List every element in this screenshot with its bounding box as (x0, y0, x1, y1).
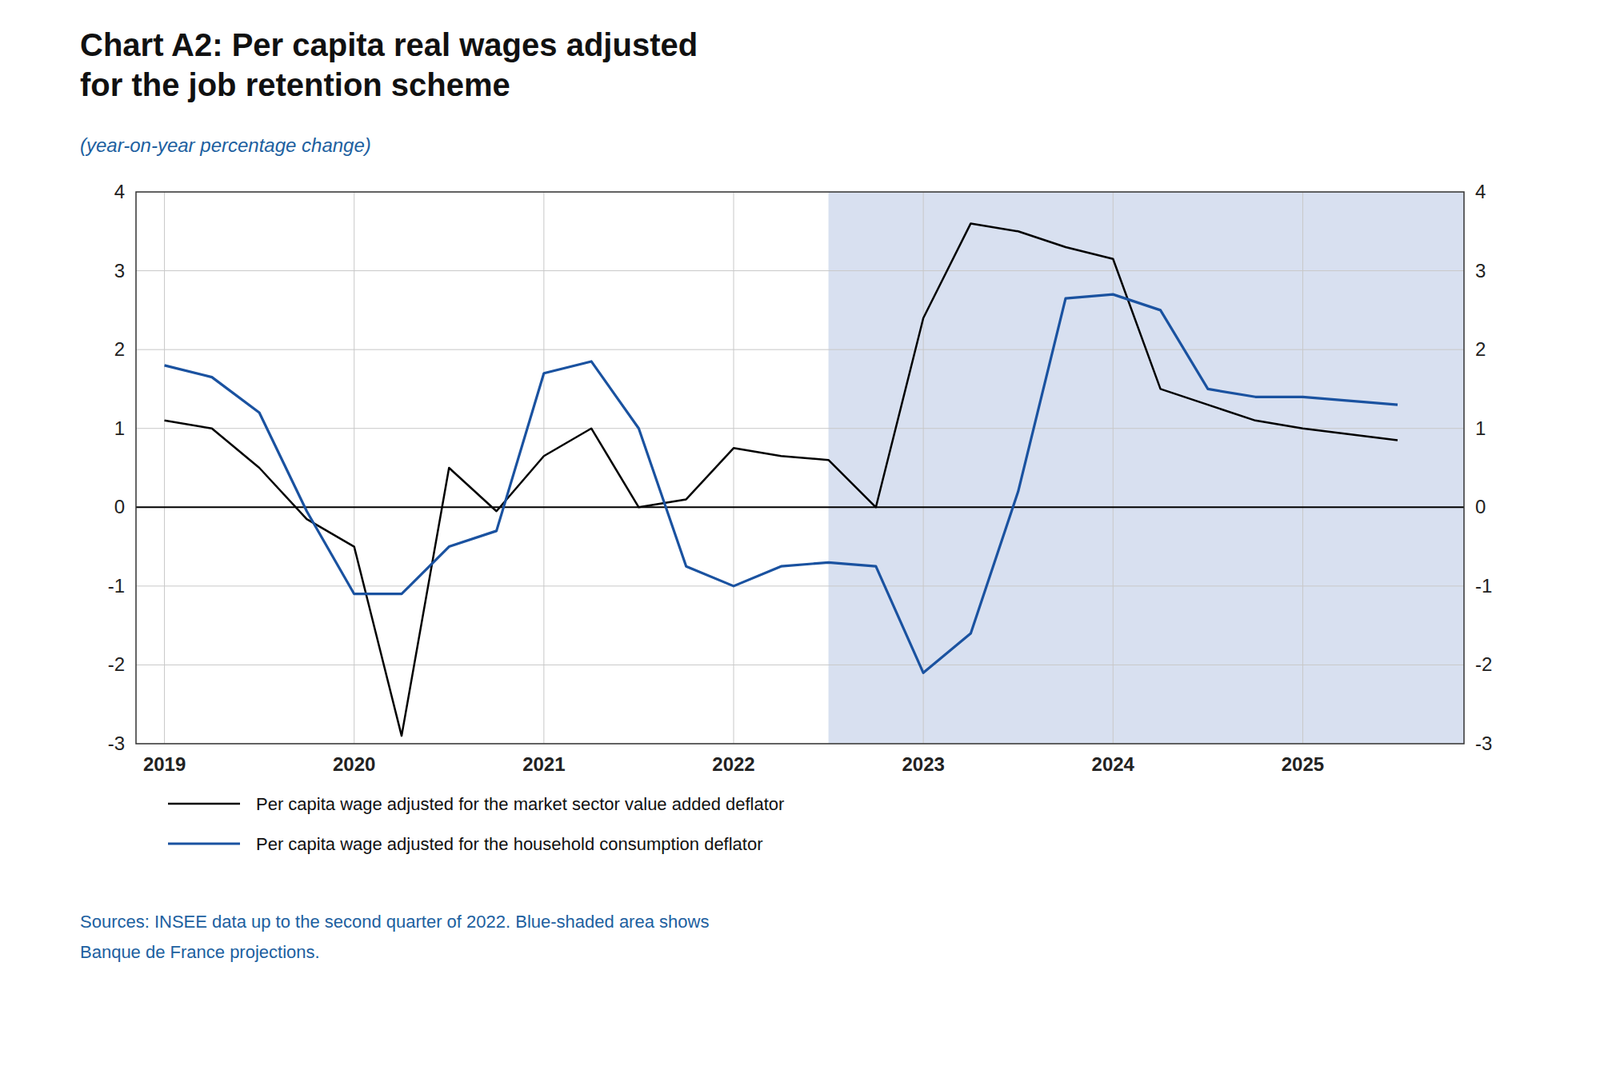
chart: Chart A2: Per capita real wages adjusted… (0, 0, 1600, 1066)
legend-entry: Per capita wage adjusted for the market … (256, 794, 784, 815)
x-tick-label: 2020 (332, 753, 376, 776)
y-tick-label: -1 (108, 575, 125, 597)
y-tick-label: 4 (114, 180, 125, 203)
x-tick-label: 2022 (712, 753, 755, 776)
annotation: Sources: INSEE data up to the second qua… (80, 912, 709, 932)
y2-tick-label: -1 (1475, 575, 1492, 597)
x-tick-label: 2019 (143, 753, 186, 776)
annotation: Banque de France projections. (80, 942, 320, 963)
plot-frame (136, 192, 1464, 744)
y2-tick-label: 1 (1475, 417, 1486, 440)
x-tick-label: 2024 (1092, 753, 1136, 776)
y-tick-label: 0 (114, 496, 125, 518)
zero-line (136, 506, 1464, 508)
grid-line (733, 192, 735, 744)
grid-line (136, 428, 1464, 429)
title: Chart A2: Per capita real wages adjusted (80, 27, 698, 63)
grid-line (164, 192, 165, 744)
y-tick-label: 2 (114, 338, 125, 360)
grid-line (136, 585, 1464, 587)
y-tick-label: -3 (108, 732, 125, 755)
y-tick-label: -2 (108, 653, 125, 676)
legend-entry: Per capita wage adjusted for the househo… (256, 834, 764, 855)
title: for the job retention scheme (80, 67, 511, 103)
series-line (164, 223, 1398, 736)
subtitle: (year-on-year percentage change) (80, 134, 372, 156)
grid-line (136, 270, 1464, 272)
y-tick-label: 3 (114, 260, 125, 282)
legend-swatch (168, 803, 240, 806)
y2-tick-label: -2 (1475, 653, 1492, 676)
grid-line (1112, 192, 1114, 744)
grid-line (136, 664, 1464, 666)
y2-tick-label: -3 (1475, 732, 1492, 755)
x-tick-label: 2023 (901, 753, 944, 776)
grid-line (136, 507, 1464, 508)
y2-tick-label: 4 (1475, 180, 1486, 203)
grid-line (543, 192, 544, 744)
series-line (164, 294, 1398, 673)
y-tick-label: 1 (114, 417, 125, 440)
shaded-range (828, 192, 1464, 744)
grid-line (1302, 192, 1304, 744)
x-tick-label: 2025 (1281, 753, 1324, 776)
legend-swatch (168, 842, 240, 845)
y2-tick-label: 3 (1475, 260, 1486, 282)
y2-tick-label: 2 (1475, 338, 1486, 360)
grid-line (923, 192, 924, 744)
plot-area (136, 192, 1464, 744)
x-tick-label: 2021 (522, 753, 565, 776)
y2-tick-label: 0 (1475, 496, 1486, 518)
grid-line (353, 192, 355, 744)
grid-line (136, 349, 1464, 351)
